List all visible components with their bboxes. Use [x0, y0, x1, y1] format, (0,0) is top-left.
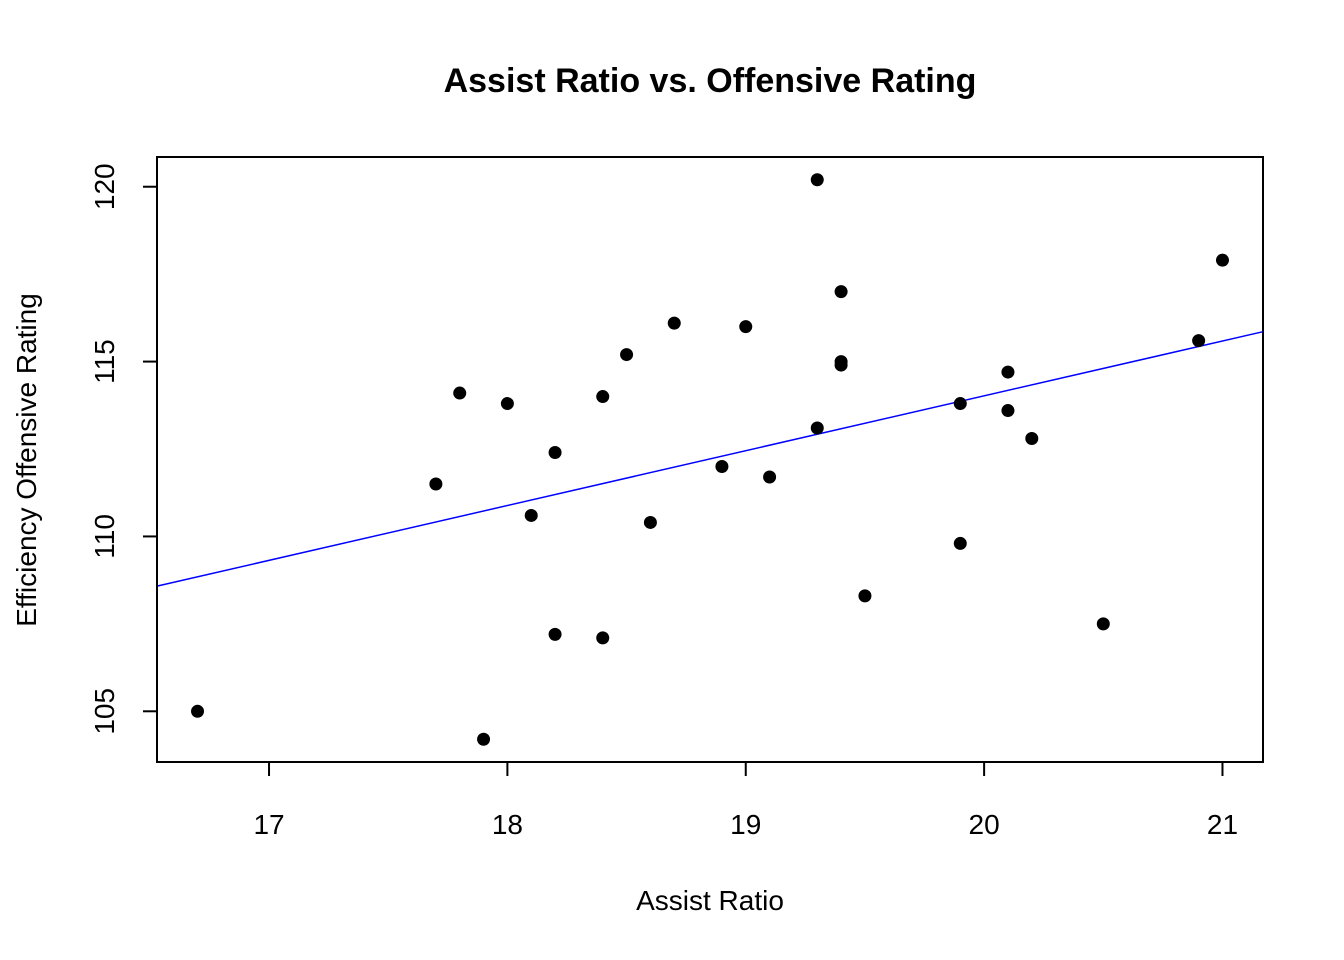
y-tick-label: 105	[89, 688, 120, 735]
regression-line	[156, 330, 1264, 587]
data-point	[477, 732, 491, 746]
data-point	[1192, 334, 1206, 348]
data-point	[548, 627, 562, 641]
y-axis-label: Efficiency Offensive Rating	[11, 293, 42, 627]
data-point	[1215, 253, 1229, 267]
data-point	[953, 397, 967, 411]
data-point	[1025, 432, 1039, 446]
y-tick-label: 115	[89, 339, 120, 384]
data-point	[191, 704, 205, 718]
data-point	[739, 320, 753, 334]
data-point	[596, 631, 610, 645]
x-tick-label: 20	[969, 809, 1000, 840]
data-point	[1001, 404, 1015, 418]
data-point	[858, 589, 872, 603]
data-point	[810, 173, 824, 187]
data-point	[834, 358, 848, 372]
x-tick-label: 18	[492, 809, 523, 840]
data-point	[643, 515, 657, 529]
data-point	[834, 285, 848, 299]
data-point	[763, 470, 777, 484]
y-tick-label: 110	[89, 514, 120, 559]
x-tick-label: 17	[253, 809, 284, 840]
data-point	[1001, 365, 1015, 379]
data-point	[596, 390, 610, 404]
data-point	[1096, 617, 1110, 631]
data-point	[810, 421, 824, 435]
data-point	[524, 508, 538, 522]
data-point	[620, 348, 634, 362]
data-point	[500, 397, 514, 411]
data-point	[453, 386, 467, 400]
y-tick-label: 120	[89, 163, 120, 210]
data-point	[429, 477, 443, 491]
chart-title: Assist Ratio vs. Offensive Rating	[444, 62, 977, 100]
data-point	[715, 459, 729, 473]
data-point	[667, 316, 681, 330]
x-tick-label: 19	[730, 809, 761, 840]
x-axis-label: Assist Ratio	[636, 885, 784, 916]
data-point	[548, 446, 562, 460]
x-tick-label: 21	[1207, 809, 1238, 840]
data-point	[953, 536, 967, 550]
